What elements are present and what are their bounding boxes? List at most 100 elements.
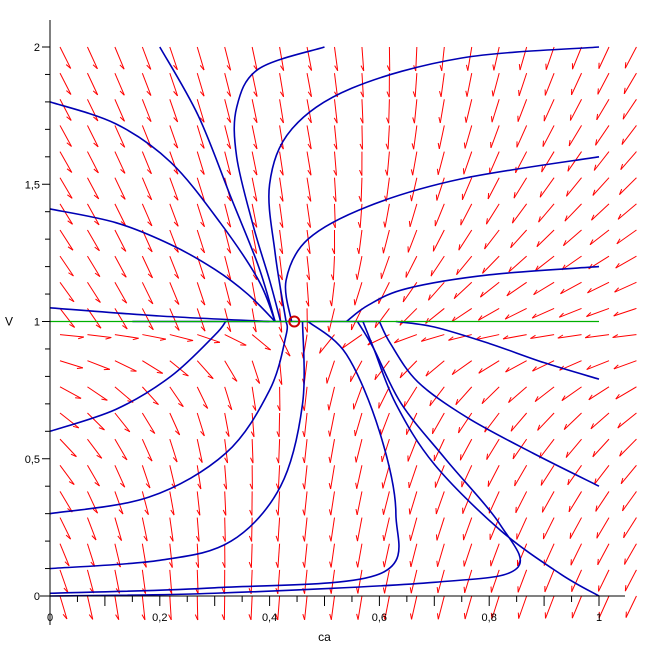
field-arrow: [586, 307, 610, 318]
field-arrow: [306, 229, 311, 255]
field-arrow: [279, 229, 284, 255]
field-arrow: [87, 177, 100, 200]
field-arrow: [399, 360, 418, 379]
field-arrow: [541, 491, 555, 513]
field-arrow: [224, 125, 232, 149]
field-arrow: [511, 203, 528, 224]
field-arrow: [141, 282, 154, 305]
field-arrow: [617, 412, 637, 429]
field-arrow: [544, 595, 555, 619]
field-arrow: [448, 334, 472, 341]
field-arrow: [141, 229, 153, 253]
field-arrow: [619, 438, 637, 457]
field-arrow: [598, 569, 610, 592]
field-arrow: [87, 203, 100, 226]
field-arrow: [114, 386, 134, 403]
field-arrow: [305, 282, 310, 307]
field-arrow: [359, 151, 363, 176]
field-arrow: [588, 386, 610, 401]
field-arrow: [141, 46, 152, 70]
field-arrow: [196, 203, 205, 228]
field-arrow: [458, 412, 473, 434]
field-arrow: [196, 386, 209, 409]
field-arrow: [141, 543, 147, 568]
field-arrow: [275, 465, 281, 490]
y-tick-label: 1: [34, 317, 40, 329]
field-arrow: [564, 203, 582, 222]
field-arrow: [302, 412, 308, 438]
field-arrow: [542, 517, 555, 540]
field-arrow: [561, 386, 582, 402]
field-arrow: [221, 595, 226, 621]
field-arrow: [169, 177, 179, 201]
field-arrow: [196, 151, 205, 175]
field-arrow: [330, 256, 335, 281]
field-arrow: [248, 517, 253, 542]
field-arrow: [595, 491, 610, 512]
field-arrow: [114, 360, 137, 372]
field-arrow: [531, 307, 555, 319]
field-arrow: [114, 491, 124, 515]
field-arrow: [382, 517, 390, 542]
field-arrow: [478, 360, 500, 374]
x-tick-label: 0,4: [262, 612, 277, 624]
field-arrow: [565, 177, 582, 197]
field-arrow: [196, 439, 203, 463]
field-arrow: [251, 203, 258, 228]
field-arrow: [407, 229, 418, 253]
field-arrow: [540, 465, 555, 486]
field-arrow: [306, 203, 312, 228]
field-arrow: [279, 73, 285, 98]
x-ticks: 0 0,2 0,4 0,6 0,8 1: [47, 596, 602, 624]
field-arrow: [302, 465, 308, 490]
trajectory-curve: [49, 320, 400, 595]
field-arrow: [613, 307, 637, 317]
field-arrow: [277, 386, 281, 412]
field-arrow: [248, 595, 253, 621]
field-arrow: [224, 203, 232, 228]
field-arrow: [614, 281, 637, 293]
field-arrow: [384, 151, 390, 176]
field-arrow: [196, 412, 205, 437]
field-arrow: [491, 73, 500, 97]
field-arrow: [279, 203, 284, 228]
field-arrow: [506, 281, 527, 297]
field-arrow: [169, 255, 180, 279]
field-arrow: [141, 151, 152, 175]
field-arrow: [406, 412, 418, 435]
field-arrow: [430, 255, 445, 277]
field-arrow: [196, 360, 214, 380]
field-arrow: [87, 386, 108, 401]
field-arrow: [459, 438, 473, 461]
field-arrow: [516, 517, 528, 540]
field-arrow: [302, 517, 308, 542]
field-arrow: [114, 334, 139, 341]
field-arrow: [141, 386, 159, 406]
field-arrow: [59, 334, 85, 340]
field-arrow: [624, 569, 637, 592]
field-arrow: [411, 125, 418, 150]
field-arrow: [224, 386, 233, 411]
x-tick-label: 0,2: [152, 612, 167, 624]
field-arrow: [169, 72, 179, 97]
field-arrow: [435, 177, 445, 201]
field-arrow: [169, 334, 194, 342]
field-arrow: [59, 229, 74, 251]
field-arrow: [114, 99, 125, 122]
field-arrow: [87, 151, 99, 174]
field-arrow: [435, 491, 445, 515]
field-arrow: [571, 46, 583, 70]
field-arrow: [464, 99, 473, 123]
field-arrow: [393, 334, 418, 344]
field-arrow: [114, 308, 128, 330]
field-arrow: [382, 543, 390, 568]
field-arrow: [333, 99, 338, 124]
field-arrow: [249, 465, 253, 490]
field-arrow: [539, 177, 555, 198]
field-arrow: [612, 334, 637, 339]
field-arrow: [504, 307, 527, 320]
field-arrow: [463, 543, 473, 567]
axes: [40, 20, 625, 625]
field-arrow: [512, 438, 528, 460]
field-arrow: [539, 438, 555, 459]
